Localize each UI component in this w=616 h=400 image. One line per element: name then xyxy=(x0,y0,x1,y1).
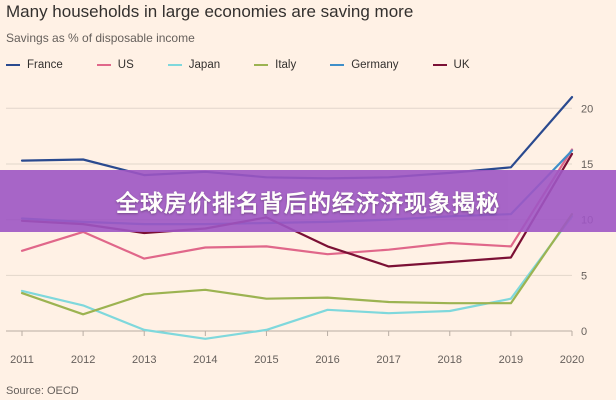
x-axis-ticks: 2011 2012 2013 2014 2015 2016 2017 2018 2019 2020 xyxy=(10,331,584,366)
legend-item-france: France xyxy=(6,59,63,71)
legend-swatch-uk xyxy=(432,64,447,66)
legend-item-italy: Italy xyxy=(254,59,296,71)
x-tick-label-2017: 2017 xyxy=(376,354,400,366)
banner-text: 全球房价排名背后的经济济现象揭秘 xyxy=(116,191,500,217)
series-line-us xyxy=(20,148,574,260)
chart-title: Many households in large economies are s… xyxy=(6,2,414,21)
series-line-italy xyxy=(20,213,574,316)
legend-label-uk: UK xyxy=(453,59,470,71)
legend-item-us: US xyxy=(96,59,134,71)
legend-item-germany: Germany xyxy=(330,59,399,71)
y-tick-label-5: 5 xyxy=(581,270,587,282)
x-tick-label-2019: 2019 xyxy=(499,354,523,366)
legend-label-us: US xyxy=(117,59,134,71)
overlay-banner: 全球房价排名背后的经济济现象揭秘 xyxy=(0,170,616,232)
legend-label-italy: Italy xyxy=(275,59,297,71)
legend-item-japan: Japan xyxy=(167,59,221,71)
legend: France US Japan Italy Germany UK xyxy=(6,56,470,74)
x-tick-label-2011: 2011 xyxy=(10,354,34,366)
legend-swatch-italy xyxy=(254,64,269,66)
y-tick-label-15: 15 xyxy=(581,159,593,171)
legend-item-uk: UK xyxy=(432,59,470,71)
legend-label-japan: Japan xyxy=(188,59,221,71)
series-line-japan xyxy=(20,215,574,340)
legend-swatch-japan xyxy=(167,64,182,66)
x-tick-label-2015: 2015 xyxy=(254,354,278,366)
x-tick-label-2014: 2014 xyxy=(193,354,217,366)
legend-swatch-us xyxy=(96,64,111,66)
x-tick-label-2020: 2020 xyxy=(560,354,584,366)
x-tick-label-2012: 2012 xyxy=(71,354,95,366)
x-tick-label-2013: 2013 xyxy=(132,354,156,366)
source-note: Source: OECD xyxy=(6,385,79,397)
x-tick-label-2018: 2018 xyxy=(438,354,462,366)
y-tick-label-0: 0 xyxy=(581,326,587,338)
y-tick-label-20: 20 xyxy=(581,103,593,115)
legend-label-germany: Germany xyxy=(351,59,399,71)
chart-subtitle: Savings as % of disposable income xyxy=(6,31,195,45)
legend-label-france: France xyxy=(27,59,63,71)
x-tick-label-2016: 2016 xyxy=(315,354,339,366)
legend-swatch-germany xyxy=(330,64,345,66)
legend-swatch-france xyxy=(6,64,20,66)
series-line-france xyxy=(20,95,574,180)
